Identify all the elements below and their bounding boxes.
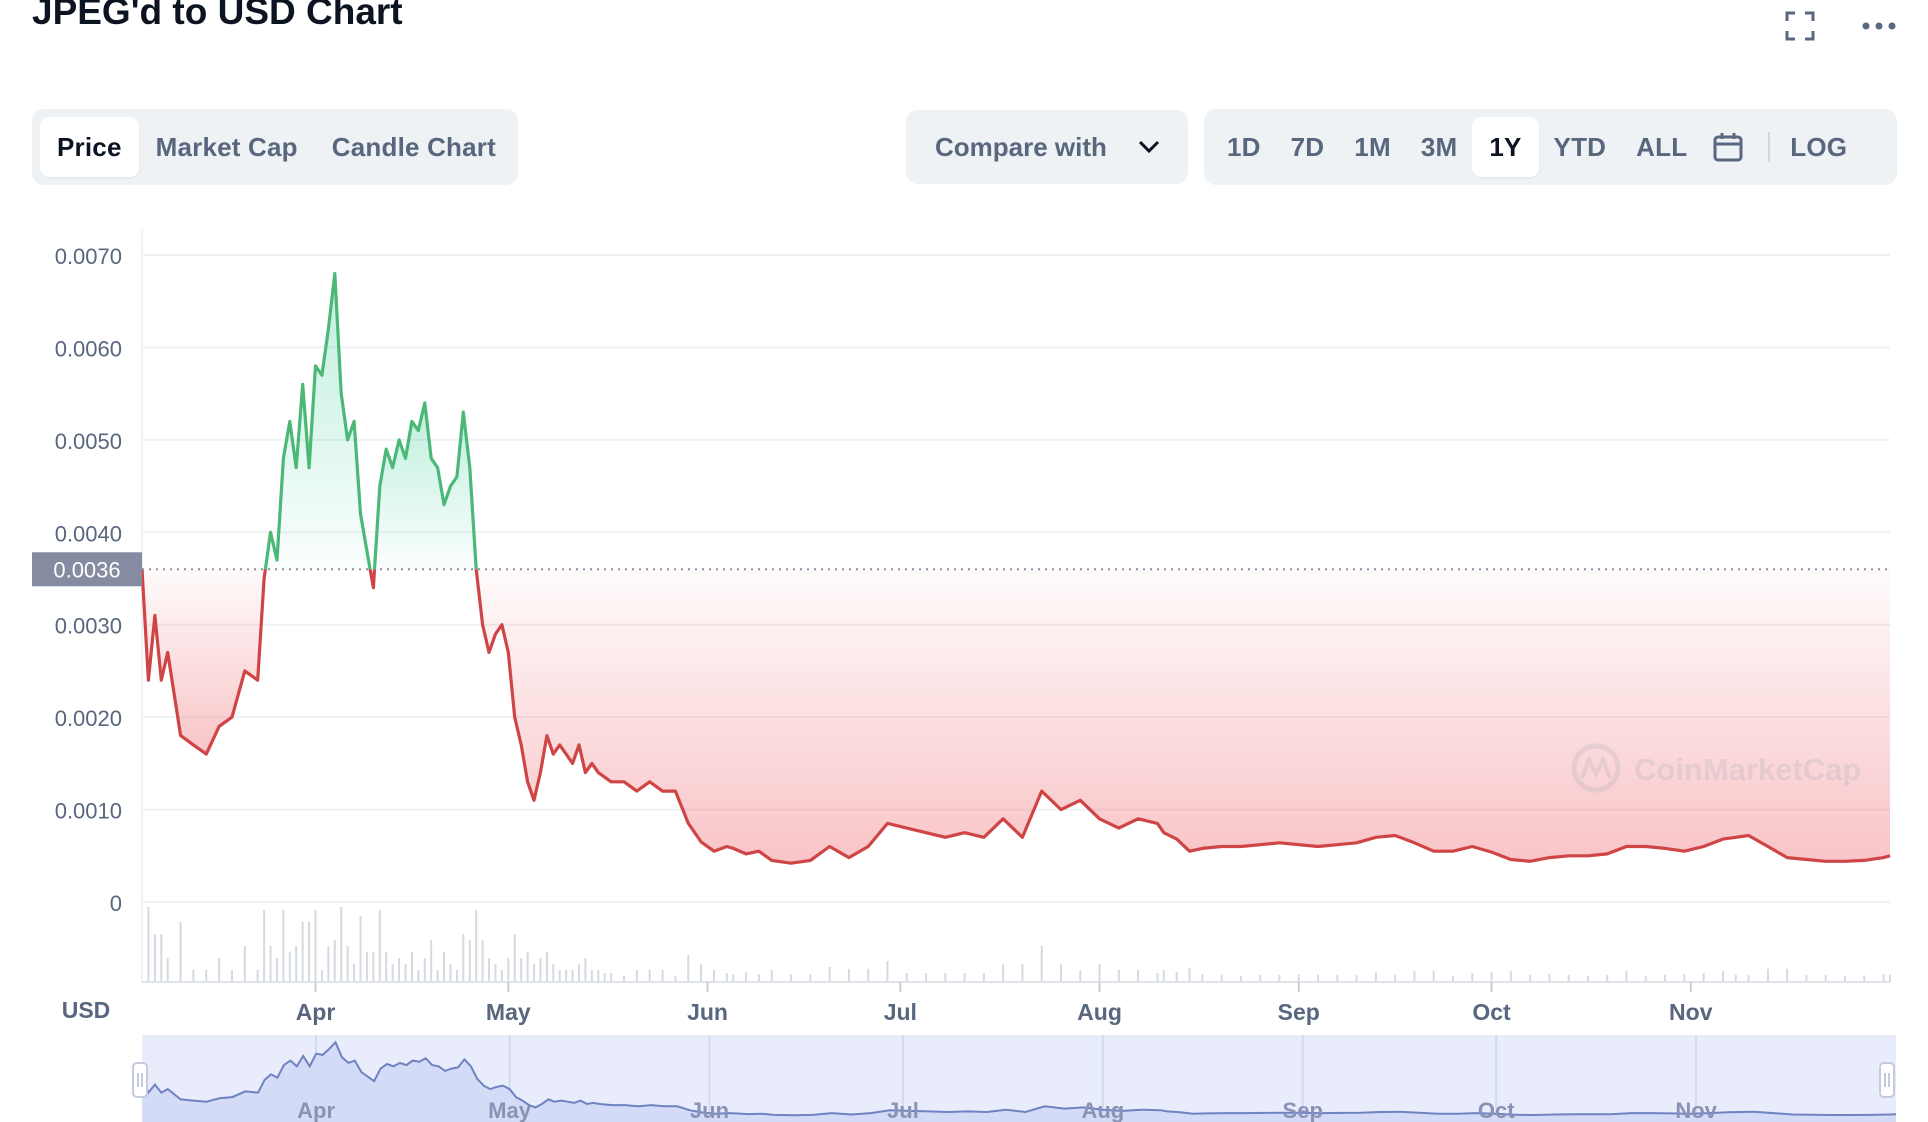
reference-label: 0.0036 [53, 557, 120, 582]
range-1d[interactable]: 1D [1227, 131, 1261, 162]
navigator-line [141, 1040, 1897, 1117]
currency-label: USD [62, 997, 111, 1023]
y-tick-label: 0.0050 [55, 429, 122, 454]
y-tick-label: 0 [110, 891, 122, 916]
navigator-area [142, 1042, 1896, 1122]
navigator-label: Jul [887, 1098, 919, 1122]
price-line-down [474, 569, 1891, 865]
y-tick-label: 0.0070 [55, 244, 122, 269]
y-tick-label: 0.0030 [55, 614, 122, 639]
fullscreen-icon[interactable] [1778, 4, 1822, 48]
reference-badge [32, 552, 142, 587]
navigator-label: Nov [1675, 1098, 1717, 1122]
range-1m[interactable]: 1M [1354, 131, 1391, 162]
navigator-label: Aug [1081, 1098, 1124, 1122]
price-line-down [368, 569, 377, 590]
calendar-icon-glyph [1713, 133, 1743, 162]
range-all[interactable]: ALL [1636, 131, 1688, 162]
page-title: JPEG'd to USD Chart [32, 0, 403, 32]
navigator-label: Apr [297, 1098, 335, 1122]
compare-with-dropdown[interactable]: Compare with [906, 110, 1188, 184]
watermark: CoinMarketCap [1571, 743, 1861, 793]
navigator-label: Sep [1283, 1098, 1323, 1122]
area-fill-down [476, 569, 1890, 864]
range-1y[interactable]: 1Y [1472, 117, 1539, 177]
y-tick-label: 0.0020 [55, 706, 122, 731]
tab-price[interactable]: Price [40, 117, 139, 177]
tab-market-cap[interactable]: Market Cap [155, 131, 298, 162]
navigator-label: Oct [1478, 1098, 1515, 1122]
y-tick-label: 0.0010 [55, 799, 122, 824]
more-icon-glyph [1862, 22, 1896, 30]
chart-type-tabs: Price Market Cap Candle Chart [32, 109, 518, 185]
x-tick-label: Nov [1669, 999, 1713, 1025]
x-tick-label: May [486, 999, 531, 1025]
y-tick-label: 0.0060 [55, 336, 122, 361]
navigator-handle-right[interactable] [1879, 1062, 1895, 1098]
range-divider [1768, 132, 1771, 162]
chevron-down-icon [1138, 140, 1160, 154]
price-line-up [372, 401, 478, 570]
range-7d[interactable]: 7D [1290, 131, 1325, 162]
tab-candle-chart[interactable]: Candle Chart [331, 131, 496, 162]
x-tick-label: Sep [1278, 999, 1320, 1025]
range-ytd[interactable]: YTD [1553, 131, 1607, 162]
watermark-text: CoinMarketCap [1634, 752, 1861, 787]
fullscreen-icon-glyph [1785, 11, 1815, 41]
log-toggle[interactable]: LOG [1790, 131, 1848, 162]
area-fill-up [265, 273, 371, 570]
x-tick-label: Apr [296, 999, 336, 1025]
time-range-tabs: 1D 7D 1M 3M 1Y YTD ALL LOG [1204, 109, 1897, 185]
compare-with-label: Compare with [935, 131, 1107, 162]
price-line-down [140, 569, 267, 756]
more-icon[interactable] [1857, 4, 1901, 48]
x-tick-label: Jul [884, 999, 917, 1025]
x-tick-label: Aug [1077, 999, 1122, 1025]
navigator-handle-left[interactable] [132, 1062, 148, 1098]
navigator-label: May [488, 1098, 532, 1122]
range-3m[interactable]: 3M [1420, 131, 1458, 162]
x-tick-label: Oct [1472, 999, 1511, 1025]
x-tick-label: Jun [687, 999, 728, 1025]
navigator-label: Jun [690, 1098, 729, 1122]
price-line-up [263, 271, 372, 570]
calendar-icon[interactable] [1702, 117, 1754, 177]
y-tick-label: 0.0040 [55, 521, 122, 546]
